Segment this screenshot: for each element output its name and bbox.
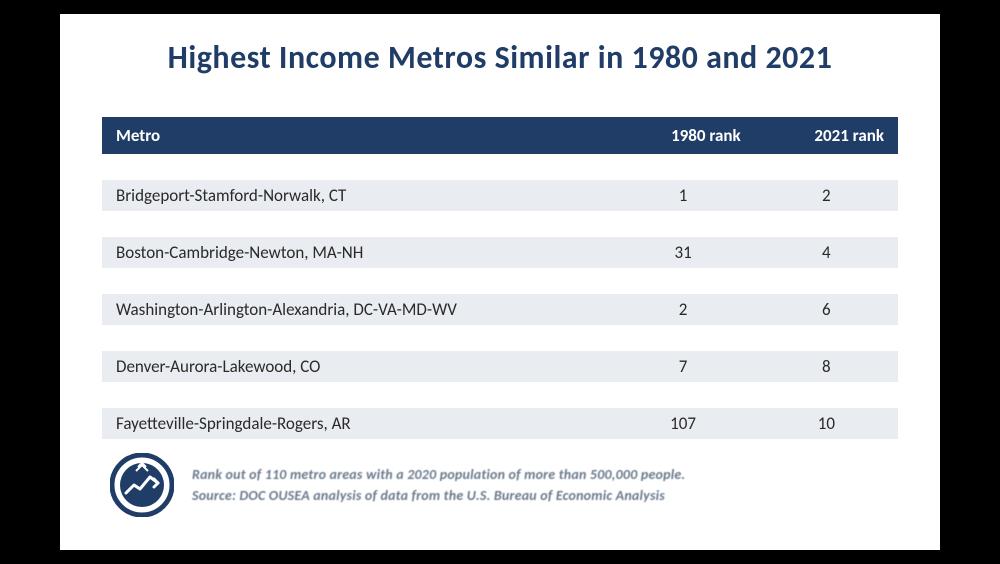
cell-metro: Boston-Cambridge-Newton, MA-NH — [102, 237, 611, 268]
cell-1980: 1 — [611, 180, 754, 211]
table-spacer — [102, 211, 898, 237]
table-spacer — [102, 268, 898, 294]
cell-metro: Bridgeport-Stamford-Norwalk, CT — [102, 180, 611, 211]
table-header-row: Metro 1980 rank 2021 rank — [102, 117, 898, 154]
table-spacer — [102, 382, 898, 408]
table-row: Fayetteville-Springdale-Rogers, AR 107 1… — [102, 408, 898, 439]
cell-1980: 107 — [611, 408, 754, 439]
page-title: Highest Income Metros Similar in 1980 an… — [102, 38, 898, 77]
col-header-2021: 2021 rank — [755, 117, 898, 154]
table-spacer — [102, 154, 898, 180]
table-row: Boston-Cambridge-Newton, MA-NH 31 4 — [102, 237, 898, 268]
income-rank-table: Metro 1980 rank 2021 rank Bridgeport-Sta… — [102, 117, 898, 439]
slide-background: Highest Income Metros Similar in 1980 an… — [0, 0, 1000, 564]
table-row: Washington-Arlington-Alexandria, DC-VA-M… — [102, 294, 898, 325]
footnote-rank: Rank out of 110 metro areas with a 2020 … — [192, 464, 685, 485]
cell-1980: 7 — [611, 351, 754, 382]
footnote-source: Source: DOC OUSEA analysis of data from … — [192, 485, 685, 506]
agency-seal-icon — [110, 453, 174, 517]
cell-2021: 4 — [755, 237, 898, 268]
cell-1980: 31 — [611, 237, 754, 268]
content-panel: Highest Income Metros Similar in 1980 an… — [60, 14, 940, 550]
cell-2021: 6 — [755, 294, 898, 325]
col-header-1980: 1980 rank — [611, 117, 754, 154]
footer: Rank out of 110 metro areas with a 2020 … — [102, 453, 898, 517]
cell-metro: Denver-Aurora-Lakewood, CO — [102, 351, 611, 382]
cell-2021: 10 — [755, 408, 898, 439]
cell-metro: Washington-Arlington-Alexandria, DC-VA-M… — [102, 294, 611, 325]
cell-2021: 8 — [755, 351, 898, 382]
footnotes: Rank out of 110 metro areas with a 2020 … — [192, 464, 685, 506]
col-header-metro: Metro — [102, 117, 611, 154]
table-row: Denver-Aurora-Lakewood, CO 7 8 — [102, 351, 898, 382]
cell-metro: Fayetteville-Springdale-Rogers, AR — [102, 408, 611, 439]
cell-1980: 2 — [611, 294, 754, 325]
table-spacer — [102, 325, 898, 351]
cell-2021: 2 — [755, 180, 898, 211]
table-row: Bridgeport-Stamford-Norwalk, CT 1 2 — [102, 180, 898, 211]
